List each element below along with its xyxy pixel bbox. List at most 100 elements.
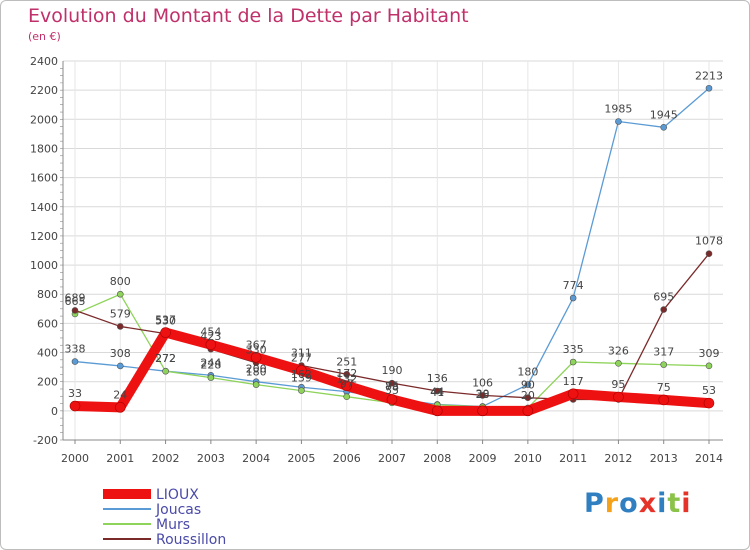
data-label-roussillon: 330 [246, 344, 267, 357]
data-point-roussillon [524, 394, 532, 402]
data-label-joucas: 44 [430, 385, 444, 398]
data-label-lioux: 53 [702, 384, 716, 397]
data-label-joucas: 180 [517, 366, 538, 379]
data-label-murs: 28 [476, 388, 490, 401]
data-point-lioux [658, 394, 670, 406]
y-tick-label: 0 [51, 405, 58, 418]
data-point-murs [116, 290, 124, 298]
data-label-joucas: 1945 [650, 108, 678, 121]
x-tick-label: 2014 [695, 452, 723, 465]
data-label-lioux: 24 [113, 388, 127, 401]
logo-letter: i [657, 488, 668, 519]
data-point-murs [615, 360, 622, 367]
y-tick-label: 1800 [30, 142, 58, 155]
data-label-lioux: 78 [385, 380, 399, 393]
data-point-lioux [296, 365, 307, 376]
x-tick-label: 2012 [604, 452, 632, 465]
data-label-roussillon: 311 [291, 347, 312, 360]
data-label-murs: 139 [291, 372, 312, 385]
x-tick-label: 2003 [197, 452, 225, 465]
data-label-murs: 335 [563, 343, 584, 356]
y-tick-label: 1200 [30, 230, 58, 243]
logo-letter: P [584, 488, 605, 519]
data-label-joucas: 162 [291, 368, 312, 381]
plot-area [63, 61, 723, 440]
data-point-lioux [613, 391, 624, 403]
data-point-roussillon [705, 250, 713, 258]
data-label-joucas: 85 [385, 379, 399, 392]
data-point-lioux [160, 327, 171, 338]
x-tick-label: 2004 [242, 452, 270, 465]
data-point-lioux [114, 402, 126, 413]
y-tick-label: 400 [37, 347, 58, 360]
data-label-murs: 309 [699, 347, 720, 360]
x-tick-label: 2006 [333, 452, 361, 465]
legend-label-murs: Murs [156, 517, 190, 533]
data-label-murs: 180 [246, 366, 267, 379]
data-point-joucas [524, 381, 532, 388]
data-label-joucas: 200 [246, 363, 267, 376]
x-tick-label: 2013 [650, 452, 678, 465]
data-label-roussillon: 251 [336, 355, 357, 368]
data-point-joucas [116, 362, 124, 370]
data-point-roussillon [343, 370, 351, 378]
x-tick-label: 2011 [559, 452, 587, 465]
data-point-lioux [69, 400, 81, 412]
data-label-lioux: 172 [336, 367, 357, 380]
data-point-murs [298, 387, 305, 394]
data-label-roussillon: 579 [110, 307, 131, 320]
data-label-murs: 317 [653, 346, 674, 359]
data-label-roussillon: 136 [427, 372, 448, 385]
data-point-roussillon [479, 392, 486, 399]
data-label-murs: 20 [521, 389, 535, 402]
data-point-joucas [71, 358, 79, 365]
data-label-roussillon: 695 [653, 291, 674, 304]
data-point-lioux [386, 394, 398, 405]
x-tick-label: 2005 [287, 452, 315, 465]
y-tick-label: 2200 [30, 84, 58, 97]
data-labels: 338 308 272 244 200 162 132 85 44 30 180 774 1985 194… [65, 69, 724, 402]
data-label-joucas: 272 [155, 352, 176, 365]
x-tick-label: 2009 [469, 452, 497, 465]
y-tick-label: 2000 [30, 113, 58, 126]
data-label-joucas: 1985 [604, 102, 632, 115]
data-point-roussillon [388, 379, 396, 387]
data-point-lioux [522, 405, 534, 417]
data-point-joucas [660, 124, 668, 131]
data-label-joucas: 244 [200, 356, 221, 369]
logo-letter: i [681, 488, 692, 519]
data-label-joucas: 774 [563, 279, 584, 292]
data-point-roussillon [660, 306, 668, 313]
logo-letter: x [638, 488, 658, 519]
y-tick-label: 600 [37, 317, 58, 330]
data-label-murs: 41 [430, 386, 444, 399]
series [69, 84, 715, 417]
data-point-lioux [477, 405, 488, 417]
y-tick-label: 800 [37, 288, 58, 301]
data-label-roussillon: 689 [65, 291, 86, 304]
logo-letter: r [604, 488, 620, 519]
data-point-murs [343, 393, 351, 401]
data-label-murs: 272 [155, 352, 176, 365]
data-label-lioux: 537 [155, 314, 176, 327]
data-point-murs [252, 381, 260, 388]
data-label-murs: 800 [110, 275, 131, 288]
data-label-roussillon: 106 [472, 376, 493, 389]
data-point-joucas [569, 294, 577, 302]
data-point-roussillon [433, 387, 441, 395]
data-label-roussillon: 190 [382, 364, 403, 377]
axes: -200 0 200 400 600 800 1000 1200 1400 1600 1800 200… [30, 55, 723, 465]
data-label-joucas: 2213 [695, 69, 723, 82]
proxiti-logo: Proxiti [584, 488, 692, 519]
data-point-lioux [567, 388, 579, 400]
y-tick-label: 1000 [30, 259, 58, 272]
data-label-murs: 665 [65, 295, 86, 308]
data-point-roussillon [71, 307, 79, 314]
chart-title: Evolution du Montant de la Dette par Hab… [28, 5, 469, 27]
data-point-murs [705, 362, 713, 370]
y-tick-label: -200 [33, 434, 58, 447]
data-label-joucas: 132 [336, 373, 357, 386]
x-tick-label: 2010 [514, 452, 542, 465]
